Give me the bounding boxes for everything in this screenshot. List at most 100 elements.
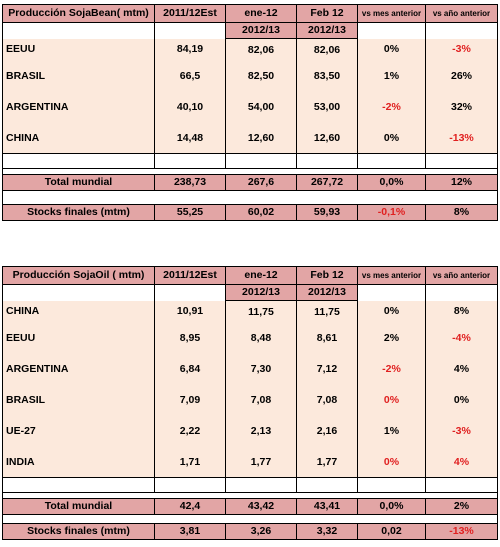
value-feb-12: 83,50: [296, 60, 358, 92]
header-col-feb-12: Feb 12: [296, 4, 358, 23]
total-label: Total mundial: [2, 174, 155, 191]
table-row: CHINA 10,91 11,75 11,75 0% 8%: [2, 300, 498, 323]
total-v2: 43,42: [225, 498, 297, 515]
table-row: BRASIL 66,5 82,50 83,50 1% 26%: [2, 60, 498, 92]
change-vs-year: -3%: [425, 38, 498, 61]
header-title: Producción SojaBean( mtm): [2, 4, 155, 23]
stocks-v3: 3,32: [296, 523, 358, 540]
subheader-ene: 2012/13: [225, 22, 297, 39]
change-vs-month: -2%: [357, 91, 426, 123]
total-row: Total mundial 238,73 267,6 267,72 0,0% 1…: [2, 174, 498, 191]
country-name: UE-27: [2, 415, 155, 447]
table-row: EEUU 8,95 8,48 8,61 2% -4%: [2, 322, 498, 354]
total-mes: 0,0%: [357, 174, 426, 191]
country-name: CHINA: [2, 122, 155, 154]
value-2011-12: 40,10: [154, 91, 226, 123]
table-row: BRASIL 7,09 7,08 7,08 0% 0%: [2, 384, 498, 416]
change-vs-year: 26%: [425, 60, 498, 92]
value-ene-12: 82,50: [225, 60, 297, 92]
stocks-label: Stocks finales (mtm): [2, 204, 155, 221]
country-name: ARGENTINA: [2, 91, 155, 123]
total-v1: 42,4: [154, 498, 226, 515]
table-header-row: Producción SojaBean( mtm) 2011/12Est ene…: [2, 4, 498, 23]
value-ene-12: 82,06: [225, 38, 297, 61]
total-row: Total mundial 42,4 43,42 43,41 0,0% 2%: [2, 498, 498, 515]
country-name: INDIA: [2, 446, 155, 478]
header-col-2011-12: 2011/12Est: [154, 266, 226, 285]
value-ene-12: 7,30: [225, 353, 297, 385]
value-feb-12: 2,16: [296, 415, 358, 447]
value-ene-12: 11,75: [225, 300, 297, 323]
change-vs-year: -3%: [425, 415, 498, 447]
stocks-row: Stocks finales (mtm) 55,25 60,02 59,93 -…: [2, 204, 498, 221]
change-vs-year: 4%: [425, 446, 498, 478]
change-vs-month: 1%: [357, 60, 426, 92]
stocks-label: Stocks finales (mtm): [2, 523, 155, 540]
header-col-vs-mes: vs mes anterior: [357, 4, 426, 23]
country-name: EEUU: [2, 322, 155, 354]
total-v3: 43,41: [296, 498, 358, 515]
total-label: Total mundial: [2, 498, 155, 515]
table-row: ARGENTINA 40,10 54,00 53,00 -2% 32%: [2, 91, 498, 123]
total-v2: 267,6: [225, 174, 297, 191]
total-anio: 12%: [425, 174, 498, 191]
value-2011-12: 8,95: [154, 322, 226, 354]
value-2011-12: 1,71: [154, 446, 226, 478]
stocks-anio: 8%: [425, 204, 498, 221]
stocks-v3: 59,93: [296, 204, 358, 221]
stocks-row: Stocks finales (mtm) 3,81 3,26 3,32 0,02…: [2, 523, 498, 540]
change-vs-month: 0%: [357, 300, 426, 323]
change-vs-month: 0%: [357, 446, 426, 478]
header-col-ene-12: ene-12: [225, 266, 297, 285]
value-2011-12: 84,19: [154, 38, 226, 61]
change-vs-month: 0%: [357, 122, 426, 154]
stocks-v1: 3,81: [154, 523, 226, 540]
country-name: ARGENTINA: [2, 353, 155, 385]
value-2011-12: 14,48: [154, 122, 226, 154]
soybean-production-table: Producción SojaBean( mtm) 2011/12Est ene…: [2, 4, 498, 221]
country-name: BRASIL: [2, 60, 155, 92]
value-2011-12: 2,22: [154, 415, 226, 447]
total-v3: 267,72: [296, 174, 358, 191]
change-vs-year: 0%: [425, 384, 498, 416]
stocks-mes: 0,02: [357, 523, 426, 540]
value-2011-12: 66,5: [154, 60, 226, 92]
value-feb-12: 12,60: [296, 122, 358, 154]
value-ene-12: 7,08: [225, 384, 297, 416]
table-row: UE-27 2,22 2,13 2,16 1% -3%: [2, 415, 498, 447]
table-header-row: Producción SojaOil ( mtm) 2011/12Est ene…: [2, 266, 498, 285]
table-subheader-row: 2012/13 2012/13: [2, 284, 498, 301]
total-anio: 2%: [425, 498, 498, 515]
value-feb-12: 53,00: [296, 91, 358, 123]
value-feb-12: 1,77: [296, 446, 358, 478]
subheader-ene: 2012/13: [225, 284, 297, 301]
header-col-vs-anio: vs año anterior: [425, 266, 498, 285]
stocks-mes: -0,1%: [357, 204, 426, 221]
total-mes: 0,0%: [357, 498, 426, 515]
country-name: BRASIL: [2, 384, 155, 416]
table-row: INDIA 1,71 1,77 1,77 0% 4%: [2, 446, 498, 478]
change-vs-month: 2%: [357, 322, 426, 354]
value-2011-12: 6,84: [154, 353, 226, 385]
value-ene-12: 54,00: [225, 91, 297, 123]
country-name: CHINA: [2, 300, 155, 323]
value-2011-12: 10,91: [154, 300, 226, 323]
header-col-feb-12: Feb 12: [296, 266, 358, 285]
value-ene-12: 2,13: [225, 415, 297, 447]
table-subheader-row: 2012/13 2012/13: [2, 22, 498, 39]
change-vs-year: -13%: [425, 122, 498, 154]
stocks-v1: 55,25: [154, 204, 226, 221]
value-feb-12: 8,61: [296, 322, 358, 354]
stocks-anio: -13%: [425, 523, 498, 540]
stocks-v2: 3,26: [225, 523, 297, 540]
value-feb-12: 7,08: [296, 384, 358, 416]
table-row: EEUU 84,19 82,06 82,06 0% -3%: [2, 38, 498, 61]
header-col-2011-12: 2011/12Est: [154, 4, 226, 23]
change-vs-year: -4%: [425, 322, 498, 354]
header-col-vs-mes: vs mes anterior: [357, 266, 426, 285]
change-vs-month: 0%: [357, 384, 426, 416]
value-ene-12: 12,60: [225, 122, 297, 154]
change-vs-year: 32%: [425, 91, 498, 123]
table-row: CHINA 14,48 12,60 12,60 0% -13%: [2, 122, 498, 154]
change-vs-year: 8%: [425, 300, 498, 323]
